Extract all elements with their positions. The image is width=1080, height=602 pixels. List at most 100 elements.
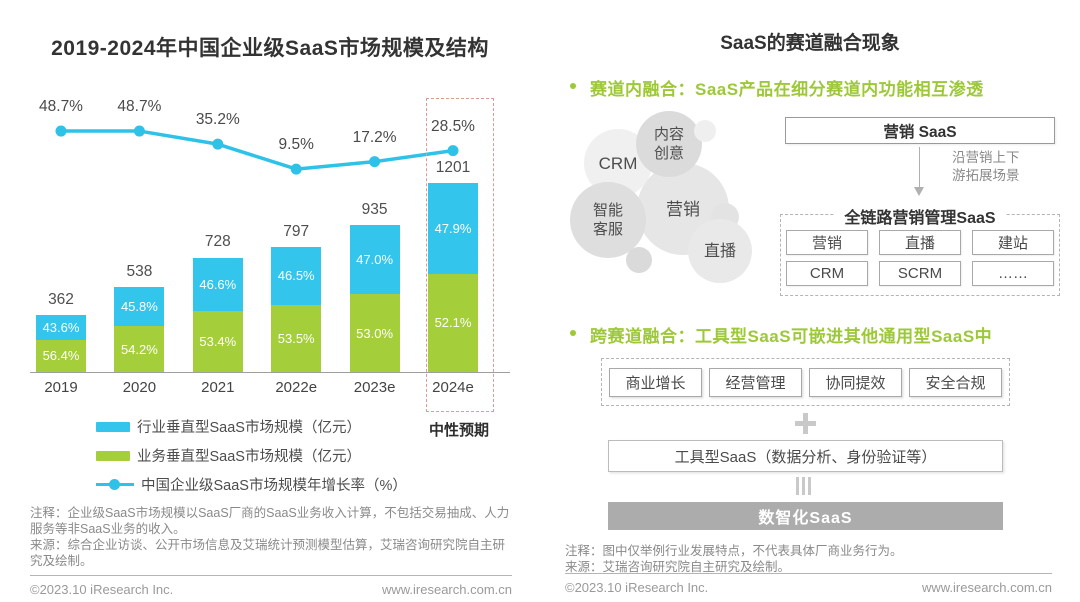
right-footer: ©2023.10 iResearch Inc. www.iresearch.co…: [565, 580, 1052, 595]
chart-title: 2019-2024年中国企业级SaaS市场规模及结构: [51, 37, 489, 60]
chain-item: 建站: [972, 230, 1054, 255]
bullet-text: 跨赛道融合：工具型SaaS可嵌进其他通用型SaaS中: [590, 327, 993, 346]
bubble-smart-service: 智能客服: [570, 182, 646, 258]
bar-total-label: 728: [204, 233, 231, 251]
tool-category: 协同提效: [809, 367, 902, 397]
bar-segment-industry: 47.0%: [349, 224, 400, 295]
growth-label: 48.7%: [39, 98, 83, 116]
note-line: 注释：图中仅举例行业发展特点，不代表具体厂商业务行为。: [565, 544, 903, 558]
marketing-saas-box: 营销 SaaS: [785, 117, 1055, 144]
digital-saas-box: 数智化SaaS: [608, 502, 1003, 530]
bar-2019: 43.6% 56.4%: [36, 315, 86, 372]
bar-total-label: 797: [283, 222, 310, 240]
note-line: 注释：企业级SaaS市场规模以SaaS厂商的SaaS业务收入计算，不包括交易抽成…: [30, 506, 510, 536]
footer-divider: [30, 575, 512, 576]
bar-2024e: 47.9% 52.1%: [428, 183, 478, 372]
bullet-dot-icon: [570, 330, 576, 336]
growth-point: [447, 145, 459, 157]
bar-segment-business: 52.1%: [428, 273, 478, 372]
chain-item: SCRM: [879, 261, 961, 286]
bar-category-label: 2021: [201, 379, 235, 396]
bubble-label: 智能客服: [592, 202, 623, 238]
growth-point: [369, 156, 381, 168]
growth-point: [133, 125, 145, 137]
legend-row-business: 业务垂直型SaaS市场规模（亿元）: [96, 445, 407, 466]
growth-label: 9.5%: [278, 136, 314, 154]
website-link: www.iresearch.com.cn: [921, 580, 1052, 595]
bar-segment-industry: 43.6%: [36, 315, 86, 340]
full-chain-marketing-container: 全链路营销管理SaaS 营销 直播 建站 CRM SCRM ……: [780, 204, 1060, 296]
note-line: 来源：综合企业访谈、公开市场信息及艾瑞统计预测模型估算，艾瑞咨询研究院自主研究及…: [30, 538, 506, 568]
bar-2022e: 46.5% 53.5%: [271, 246, 322, 372]
tool-category: 经营管理: [709, 367, 802, 397]
bullet-cross-track: 跨赛道融合：工具型SaaS可嵌进其他通用型SaaS中: [570, 322, 992, 347]
bubble-live-streaming: 直播: [688, 219, 752, 283]
growth-label: 17.2%: [352, 128, 397, 146]
bubble-label: 营销: [666, 199, 700, 219]
bar-segment-industry: 46.5%: [271, 246, 322, 305]
footer-divider: [565, 573, 1052, 574]
bar-segment-business: 53.4%: [192, 310, 243, 372]
bar-category-label: 2020: [122, 379, 157, 396]
growth-label: 28.5%: [431, 117, 475, 135]
copyright-text: ©2023.10 iResearch Inc.: [30, 582, 174, 597]
down-arrow-icon: [914, 147, 924, 196]
chain-grid: 营销 直播 建站 CRM SCRM ……: [781, 215, 1059, 286]
bar-total-label: 538: [126, 263, 153, 281]
business-swatch-icon: [96, 450, 130, 461]
bubble-label: 内容创意: [653, 126, 684, 162]
bubble-label: CRM: [598, 153, 638, 173]
legend-row-industry: 行业垂直型SaaS市场规模（亿元）: [96, 416, 407, 437]
industry-swatch-icon: [96, 421, 130, 432]
note-line: 来源：艾瑞咨询研究院自主研究及绘制。: [565, 560, 791, 574]
bar-category-label: 2019: [44, 379, 78, 396]
growth-label: 35.2%: [195, 111, 240, 129]
decorative-circle: [626, 247, 652, 273]
bar-2023e: 47.0% 53.0%: [349, 224, 400, 372]
left-notes: 注释：企业级SaaS市场规模以SaaS厂商的SaaS业务收入计算，不包括交易抽成…: [30, 505, 512, 569]
chain-item: CRM: [786, 261, 868, 286]
decorative-circle: [694, 120, 716, 142]
growth-point: [212, 138, 224, 150]
tool-saas-box: 工具型SaaS（数据分析、身份验证等）: [608, 440, 1003, 472]
left-footer: ©2023.10 iResearch Inc. www.iresearch.co…: [30, 582, 512, 597]
tool-category: 商业增长: [609, 367, 702, 397]
growth-point: [290, 163, 302, 175]
growth-line-swatch-icon: [96, 479, 134, 490]
chain-item: ……: [972, 261, 1054, 286]
full-chain-title: 全链路营销管理SaaS: [834, 204, 1006, 228]
legend-row-growth: 中国企业级SaaS市场规模年增长率（%）: [96, 474, 407, 495]
bar-category-label: 2023e: [353, 379, 396, 396]
right-notes: 注释：图中仅举例行业发展特点，不代表具体厂商业务行为。 来源：艾瑞咨询研究院自主…: [565, 543, 1055, 575]
website-link: www.iresearch.com.cn: [381, 582, 512, 597]
bar-segment-business: 54.2%: [114, 326, 165, 372]
bubble-content-creation: 内容创意: [636, 111, 702, 177]
arrow-note: 沿营销上下 游拓展场景: [952, 150, 1020, 183]
legend-label: 中国企业级SaaS市场规模年增长率（%）: [141, 478, 407, 494]
bar-category-label: 2024e: [432, 379, 474, 396]
bar-category-label: 2022e: [275, 379, 318, 396]
bar-total-label: 935: [361, 200, 388, 218]
tool-category: 安全合规: [909, 367, 1002, 397]
growth-point: [55, 125, 67, 137]
forecast-label: 中性预期: [428, 422, 489, 439]
plus-icon: [795, 413, 816, 434]
bar-segment-industry: 45.8%: [114, 287, 165, 327]
bar-segment-business: 53.0%: [349, 294, 400, 372]
equals-connector-icon: [796, 477, 811, 495]
general-saas-container: 商业增长 经营管理 协同提效 安全合规: [601, 358, 1010, 406]
bar-total-label: 362: [48, 291, 74, 309]
chart-legend: 行业垂直型SaaS市场规模（亿元） 业务垂直型SaaS市场规模（亿元） 中国企业…: [96, 416, 407, 503]
legend-label: 业务垂直型SaaS市场规模（亿元）: [137, 449, 361, 465]
bullet-dot-icon: [570, 83, 576, 89]
bubble-label: 直播: [703, 242, 736, 260]
bar-total-label: 1201: [435, 159, 471, 177]
chain-item: 营销: [786, 230, 868, 255]
bullet-intra-track: 赛道内融合：SaaS产品在细分赛道内功能相互渗透: [570, 75, 984, 100]
copyright-text: ©2023.10 iResearch Inc.: [565, 580, 709, 595]
chain-item: 直播: [879, 230, 961, 255]
bar-segment-business: 56.4%: [36, 339, 86, 372]
chart-area: 43.6% 56.4% 362 2019 48.7% 45.8% 54.2% 538 2020 4…: [30, 90, 510, 396]
bar-segment-industry: 47.9%: [428, 183, 478, 274]
growth-label: 48.7%: [117, 98, 162, 116]
